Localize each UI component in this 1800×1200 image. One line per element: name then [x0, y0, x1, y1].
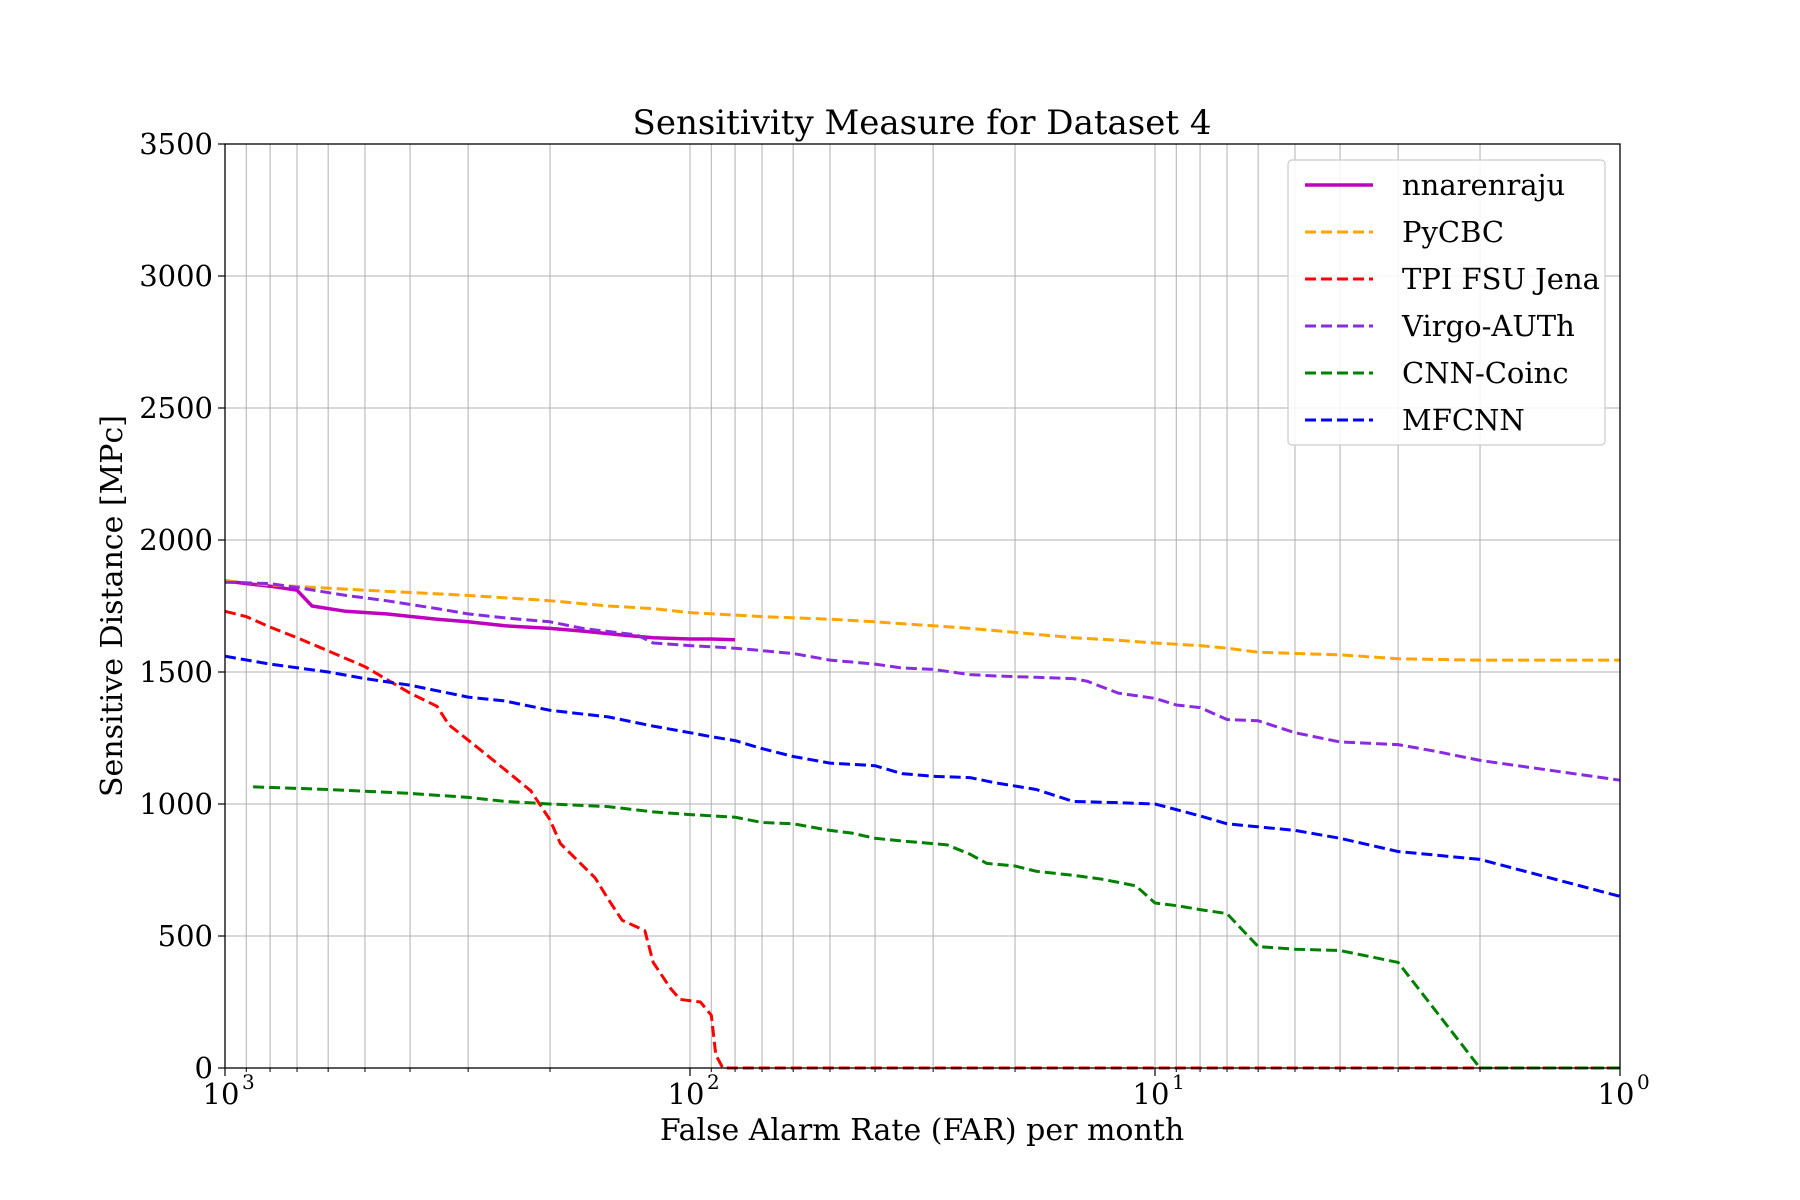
legend-label: nnarenraju — [1402, 168, 1565, 202]
legend-box — [1287, 159, 1606, 446]
x-tick-label: 10 — [203, 1077, 240, 1111]
legend: nnarenraju PyCBC TPI FSU Jena Virgo-AUTh CNN… — [1287, 159, 1606, 446]
legend-label: MFCNN — [1402, 403, 1525, 437]
x-tick-exponent: 3 — [242, 1070, 255, 1094]
y-tick-label: 500 — [158, 919, 213, 953]
series-line-cnn-coinc — [253, 785, 1620, 1070]
x-tick-label: 10 — [668, 1077, 705, 1111]
x-tick-exponent: 1 — [1172, 1070, 1185, 1094]
y-axis-ticks: 0 500 1000 1500 2000 2500 3000 3500 — [139, 127, 225, 1085]
y-axis-label: Sensitive Distance [MPc] — [95, 415, 130, 797]
chart-title: Sensitivity Measure for Dataset 4 — [633, 103, 1212, 143]
series-line-pycbc — [224, 579, 1620, 662]
legend-label: PyCBC — [1402, 215, 1504, 249]
x-axis-ticks: 10 3 10 2 10 1 10 0 — [203, 1068, 1650, 1111]
x-tick-label: 10 — [1598, 1077, 1635, 1111]
legend-label: CNN-Coinc — [1402, 356, 1569, 390]
series-line-virgo-auth — [224, 580, 1621, 782]
y-tick-label: 0 — [195, 1051, 213, 1085]
y-tick-label: 3000 — [139, 259, 213, 293]
y-tick-label: 1500 — [139, 655, 213, 689]
legend-label: Virgo-AUTh — [1401, 309, 1575, 343]
series-line-mfcnn — [224, 654, 1621, 898]
series-layer — [224, 579, 1621, 1070]
legend-items: nnarenraju PyCBC TPI FSU Jena Virgo-AUTh CNN… — [1305, 168, 1600, 437]
x-axis-label: False Alarm Rate (FAR) per month — [660, 1113, 1184, 1148]
y-tick-label: 2500 — [139, 391, 213, 425]
series-line-tpi-fsu-jena — [224, 609, 1620, 1070]
series-line-nnarenraju — [224, 579, 736, 642]
x-tick-label: 10 — [1133, 1077, 1170, 1111]
y-tick-label: 3500 — [139, 127, 213, 161]
grid — [225, 144, 1620, 1068]
y-tick-label: 1000 — [139, 787, 213, 821]
plot-frame — [224, 143, 1621, 1069]
x-tick-exponent: 2 — [707, 1070, 720, 1094]
y-tick-label: 2000 — [139, 523, 213, 557]
x-tick-exponent: 0 — [1637, 1070, 1650, 1094]
legend-label: TPI FSU Jena — [1402, 262, 1600, 296]
